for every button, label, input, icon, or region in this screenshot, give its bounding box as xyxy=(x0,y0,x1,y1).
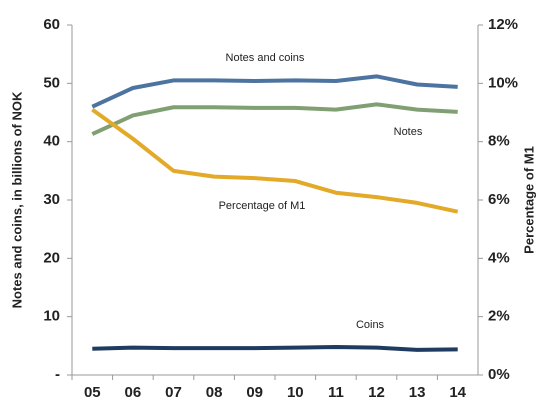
x-tick-label: 06 xyxy=(125,384,142,401)
y-tick-label: 20 xyxy=(43,249,60,266)
x-tick-label: 13 xyxy=(409,384,426,401)
y-tick-label: 60 xyxy=(43,16,60,33)
x-tick-label: 07 xyxy=(165,384,182,401)
y-tick-label: 40 xyxy=(43,133,60,150)
y-tick-label: - xyxy=(55,366,60,383)
x-tick-label: 11 xyxy=(328,384,344,401)
y2-tick-label: 4% xyxy=(488,249,510,266)
x-tick-label: 08 xyxy=(206,384,223,401)
series-line xyxy=(91,74,458,109)
x-tick-label: 12 xyxy=(368,384,385,401)
series-label: Coins xyxy=(356,319,385,331)
series-line xyxy=(92,345,458,352)
series-line xyxy=(91,102,458,136)
y2-tick-label: 12% xyxy=(488,16,518,33)
y2-tick-label: 6% xyxy=(488,191,510,208)
series-label: Notes xyxy=(394,126,423,138)
y-tick-label: 10 xyxy=(43,308,60,325)
y-tick-label: 30 xyxy=(43,191,60,208)
y-axis-label: Notes and coins, in billions of NOK xyxy=(9,91,24,308)
y2-axis-label: Percentage of M1 xyxy=(521,146,536,254)
x-tick-label: 10 xyxy=(287,384,304,401)
y2-tick-label: 10% xyxy=(488,74,518,91)
series-label: Notes and coins xyxy=(226,52,305,64)
y2-tick-label: 2% xyxy=(488,308,510,325)
y2-tick-label: 8% xyxy=(488,133,510,150)
y-tick-label: 50 xyxy=(43,74,60,91)
y2-tick-label: 0% xyxy=(488,366,510,383)
series-line xyxy=(91,107,459,214)
series-label: Percentage of M1 xyxy=(219,200,306,212)
x-tick-label: 09 xyxy=(246,384,263,401)
x-tick-label: 14 xyxy=(449,384,466,401)
x-tick-label: 05 xyxy=(84,384,101,401)
